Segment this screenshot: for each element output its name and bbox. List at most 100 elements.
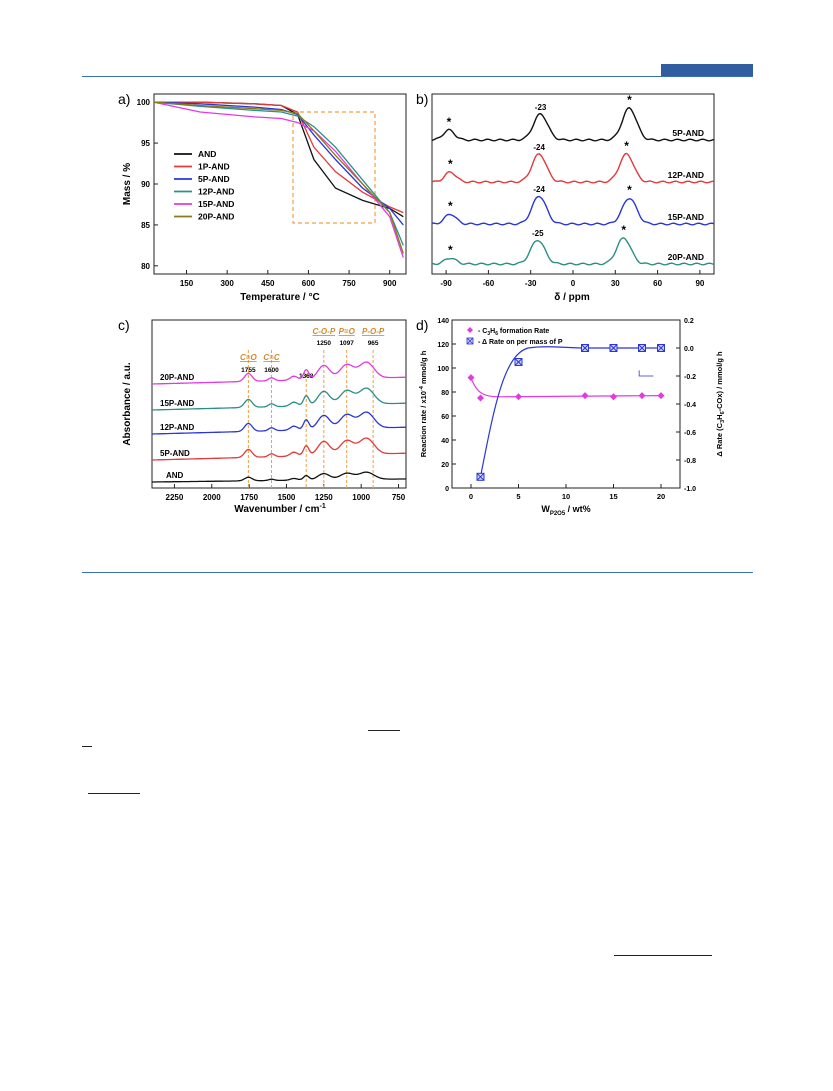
legend-swatch-c3h6 (467, 327, 473, 333)
panel-b-frame (431, 93, 715, 275)
x-tick-label: -30 (525, 279, 537, 288)
annotation-label: C=C (263, 353, 279, 362)
panel-c-label: c) (118, 317, 130, 333)
marker-diamond (610, 393, 617, 401)
y-tick-label: 90 (141, 180, 150, 189)
y-tick-label: 20 (441, 462, 449, 469)
panel-c-xlabel: Wavenumber / cm-1 (234, 503, 326, 515)
annotation-value: 965 (368, 340, 379, 347)
series-line-12P-AND (431, 152, 715, 184)
series-label-20P-AND: 20P-AND (668, 252, 704, 262)
marker-xbox-cross (581, 344, 589, 352)
marker-xbox-cross (638, 344, 646, 352)
panel-b-series: * -23 * 5P-AND * -24 * 12P-AND * -24 * 15P-AND * -25 *… (431, 93, 715, 266)
panel-d-axes: 0 5 10 15 20 0 20 40 60 80 100 120 140 -1.0 -0.8 -0.6 -0… (437, 318, 696, 501)
panel-d-rate-chart: d) 0 5 10 15 20 0 20 40 60 80 100 120 140 -1.0 -0.8 -0.… (416, 317, 726, 517)
series-line-15P-AND (153, 101, 404, 258)
panel-d-legend: - C3H6 formation Rate - Δ Rate on per mas… (466, 327, 563, 346)
panel-d-ylabel-text: Reaction rate / x10 (419, 391, 428, 457)
y-tick-label: 60 (441, 414, 449, 421)
panel-a-frame (153, 93, 407, 275)
panel-b-axes: -90 -60 -30 0 30 60 90 (440, 270, 705, 288)
annotation-value: 1755 (241, 367, 256, 374)
peak-label: * (448, 243, 453, 257)
panel-c-xlabel-sup: -1 (319, 503, 325, 510)
series-label-15P-AND: 15P-AND (160, 399, 194, 408)
legend-label-part: - C (478, 328, 487, 335)
panel-c-axes: 2250 2000 1750 1500 1250 1000 750 (166, 484, 406, 502)
panel-c-ftir-chart: c) 2250 2000 1750 1500 1250 1000 750 C=O1755C=… (118, 317, 407, 515)
panel-d-xlabel-sub: P2O5 (550, 511, 566, 517)
series-line-15P-AND (152, 387, 406, 411)
legend-label-5P-AND: 5P-AND (198, 174, 230, 184)
x-tick-label: 150 (180, 279, 194, 288)
panel-a-tga-chart: a) 150 300 450 600 750 900 80 85 90 95 100 AND 1P-A… (118, 91, 407, 303)
y-tick-label: 100 (437, 366, 449, 373)
panel-d-xlabel-suffix: / wt% (565, 504, 591, 514)
axis-pointer-arrow (638, 370, 654, 377)
panel-a-xlabel: Temperature / °C (240, 292, 319, 303)
series-line-20P-AND (431, 237, 715, 266)
x-tick-label: 1250 (315, 493, 333, 502)
panel-a-legend: AND 1P-AND 5P-AND 12P-AND 15P-AND 20P-AND (174, 149, 234, 222)
peak-label: * (448, 199, 453, 213)
peak-label: -24 (533, 185, 545, 194)
panel-d-y2label-b: H (715, 414, 724, 419)
footer-rule (82, 572, 753, 573)
legend-label-1P-AND: 1P-AND (198, 162, 230, 172)
annotation-label: P=O (339, 327, 356, 336)
panel-a-zoom-box (292, 111, 376, 224)
text-underline-4 (614, 955, 712, 956)
y-tick-label: 40 (441, 438, 449, 445)
x-tick-label: 20 (657, 492, 665, 501)
peak-label: -25 (532, 229, 544, 238)
y-tick-label: 120 (437, 342, 449, 349)
peak-label: * (627, 183, 632, 197)
marker-diamond (638, 392, 646, 400)
y-tick-label: 0 (445, 486, 449, 493)
x-tick-label: 1750 (240, 493, 258, 502)
series-label-12P-AND: 12P-AND (160, 423, 194, 432)
series-line-rate-per-p (479, 346, 661, 477)
y-tick-label: 85 (141, 221, 150, 230)
annotation-value: 1600 (264, 367, 279, 374)
series-label-20P-AND: 20P-AND (160, 373, 194, 382)
x-tick-label: 900 (383, 279, 397, 288)
series-line-5P-AND (153, 101, 404, 226)
peak-label: * (448, 157, 453, 171)
x-tick-label: -90 (440, 279, 452, 288)
panel-c-series: 20P-AND 15P-AND 12P-AND 5P-AND AND (152, 361, 406, 483)
panel-b-xlabel: δ / ppm (554, 292, 590, 303)
annotation-label: C-O-P (312, 327, 335, 336)
annotation-value: 1368 (299, 373, 314, 380)
y-tick-label: 100 (137, 98, 151, 107)
y2-tick-label: -0.6 (684, 430, 696, 437)
y-tick-label: 80 (441, 390, 449, 397)
series-line-c3h6 (470, 377, 662, 398)
panel-c-frame (151, 319, 407, 489)
series-line-AND (152, 471, 406, 483)
marker-diamond (581, 392, 589, 400)
series-line-12P-AND (152, 411, 406, 435)
x-tick-label: 5 (516, 492, 520, 501)
series-label-AND: AND (166, 471, 184, 480)
panel-c-xlabel-text: Wavenumber / cm (234, 504, 319, 515)
series-line-15P-AND (431, 195, 715, 226)
legend-label-part: 3 (487, 331, 490, 337)
panel-d-label: d) (416, 317, 428, 333)
series-line-AND (154, 101, 404, 218)
x-tick-label: 600 (302, 279, 316, 288)
legend-label-c3h6: - C3H6 formation Rate (478, 328, 549, 337)
panel-d-y2label-c: -COx) / mmol/g h (715, 351, 724, 411)
series-label-5P-AND: 5P-AND (160, 449, 190, 458)
peak-label: -23 (535, 103, 547, 112)
panel-d-y2label-sub2: 6 (720, 411, 726, 414)
x-tick-label: 10 (562, 492, 570, 501)
panel-a-axes: 150 300 450 600 750 900 80 85 90 95 100 (137, 98, 397, 288)
panel-d-xlabel-w: W (541, 504, 550, 514)
series-line-20P-AND (152, 361, 406, 385)
panel-d-xlabel: WP2O5 / wt% (541, 504, 590, 517)
marker-diamond (467, 374, 475, 382)
peak-label: -24 (533, 143, 545, 152)
panel-c-annotations: C=O 1755 C=C 1600 1368 C-O-P 1250 P=O 1097 P-O-P 9… (240, 327, 385, 488)
